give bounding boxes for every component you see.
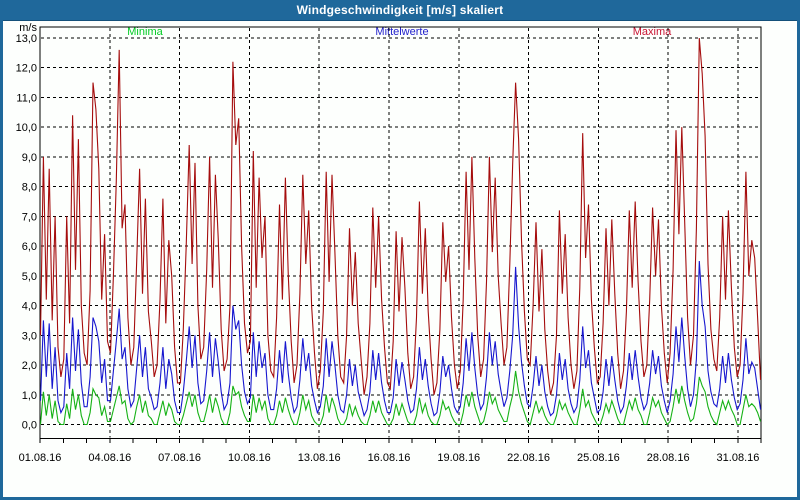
y-tick-label: 7,0 <box>22 211 37 223</box>
window-titlebar[interactable]: Windgeschwindigkeit [m/s] skaliert <box>3 0 797 21</box>
legend-minima-label: Minima <box>127 26 163 38</box>
x-tick-label: 28.08.16 <box>647 452 690 464</box>
legend-maxima-label: Maxima <box>632 26 672 38</box>
x-tick-label: 25.08.16 <box>577 452 620 464</box>
y-tick-label: 0,0 <box>22 420 37 432</box>
y-tick-label: 2,0 <box>22 360 37 372</box>
window-title: Windgeschwindigkeit [m/s] skaliert <box>296 3 504 17</box>
y-tick-label: 4,0 <box>22 301 37 313</box>
x-tick-label: 13.08.16 <box>298 452 341 464</box>
grid <box>39 28 762 443</box>
y-axis-unit-label: m/s <box>19 22 37 34</box>
x-tick-label: 01.08.16 <box>19 452 62 464</box>
y-tick-label: 9,0 <box>22 152 37 164</box>
y-tick-label: 12,0 <box>16 63 37 75</box>
plot-border <box>39 26 762 439</box>
y-tick-label: 13,0 <box>16 33 37 45</box>
x-tick-label: 04.08.16 <box>88 452 131 464</box>
x-tick-label: 22.08.16 <box>507 452 550 464</box>
x-tick-label: 07.08.16 <box>158 452 201 464</box>
series-minima <box>39 370 762 426</box>
y-tick-label: 8,0 <box>22 182 37 194</box>
series-maxima <box>39 37 762 395</box>
x-tick-label: 19.08.16 <box>437 452 480 464</box>
series-mittelwerte <box>39 260 762 418</box>
x-tick-label: 31.08.16 <box>717 452 760 464</box>
y-tick-label: 11,0 <box>16 92 37 104</box>
x-tick-label: 16.08.16 <box>368 452 411 464</box>
y-tick-label: 6,0 <box>22 241 37 253</box>
y-tick-label: 3,0 <box>22 330 37 342</box>
y-tick-label: 5,0 <box>22 271 37 283</box>
x-tick-label: 10.08.16 <box>228 452 271 464</box>
y-tick-label: 1,0 <box>22 390 37 402</box>
y-tick-label: 10,0 <box>16 122 37 134</box>
wind-speed-chart: 0,0 1,0 2,0 3,0 4,0 5,0 6,0 7,0 8,0 9,0 10,0 11,0 12… <box>16 22 762 464</box>
